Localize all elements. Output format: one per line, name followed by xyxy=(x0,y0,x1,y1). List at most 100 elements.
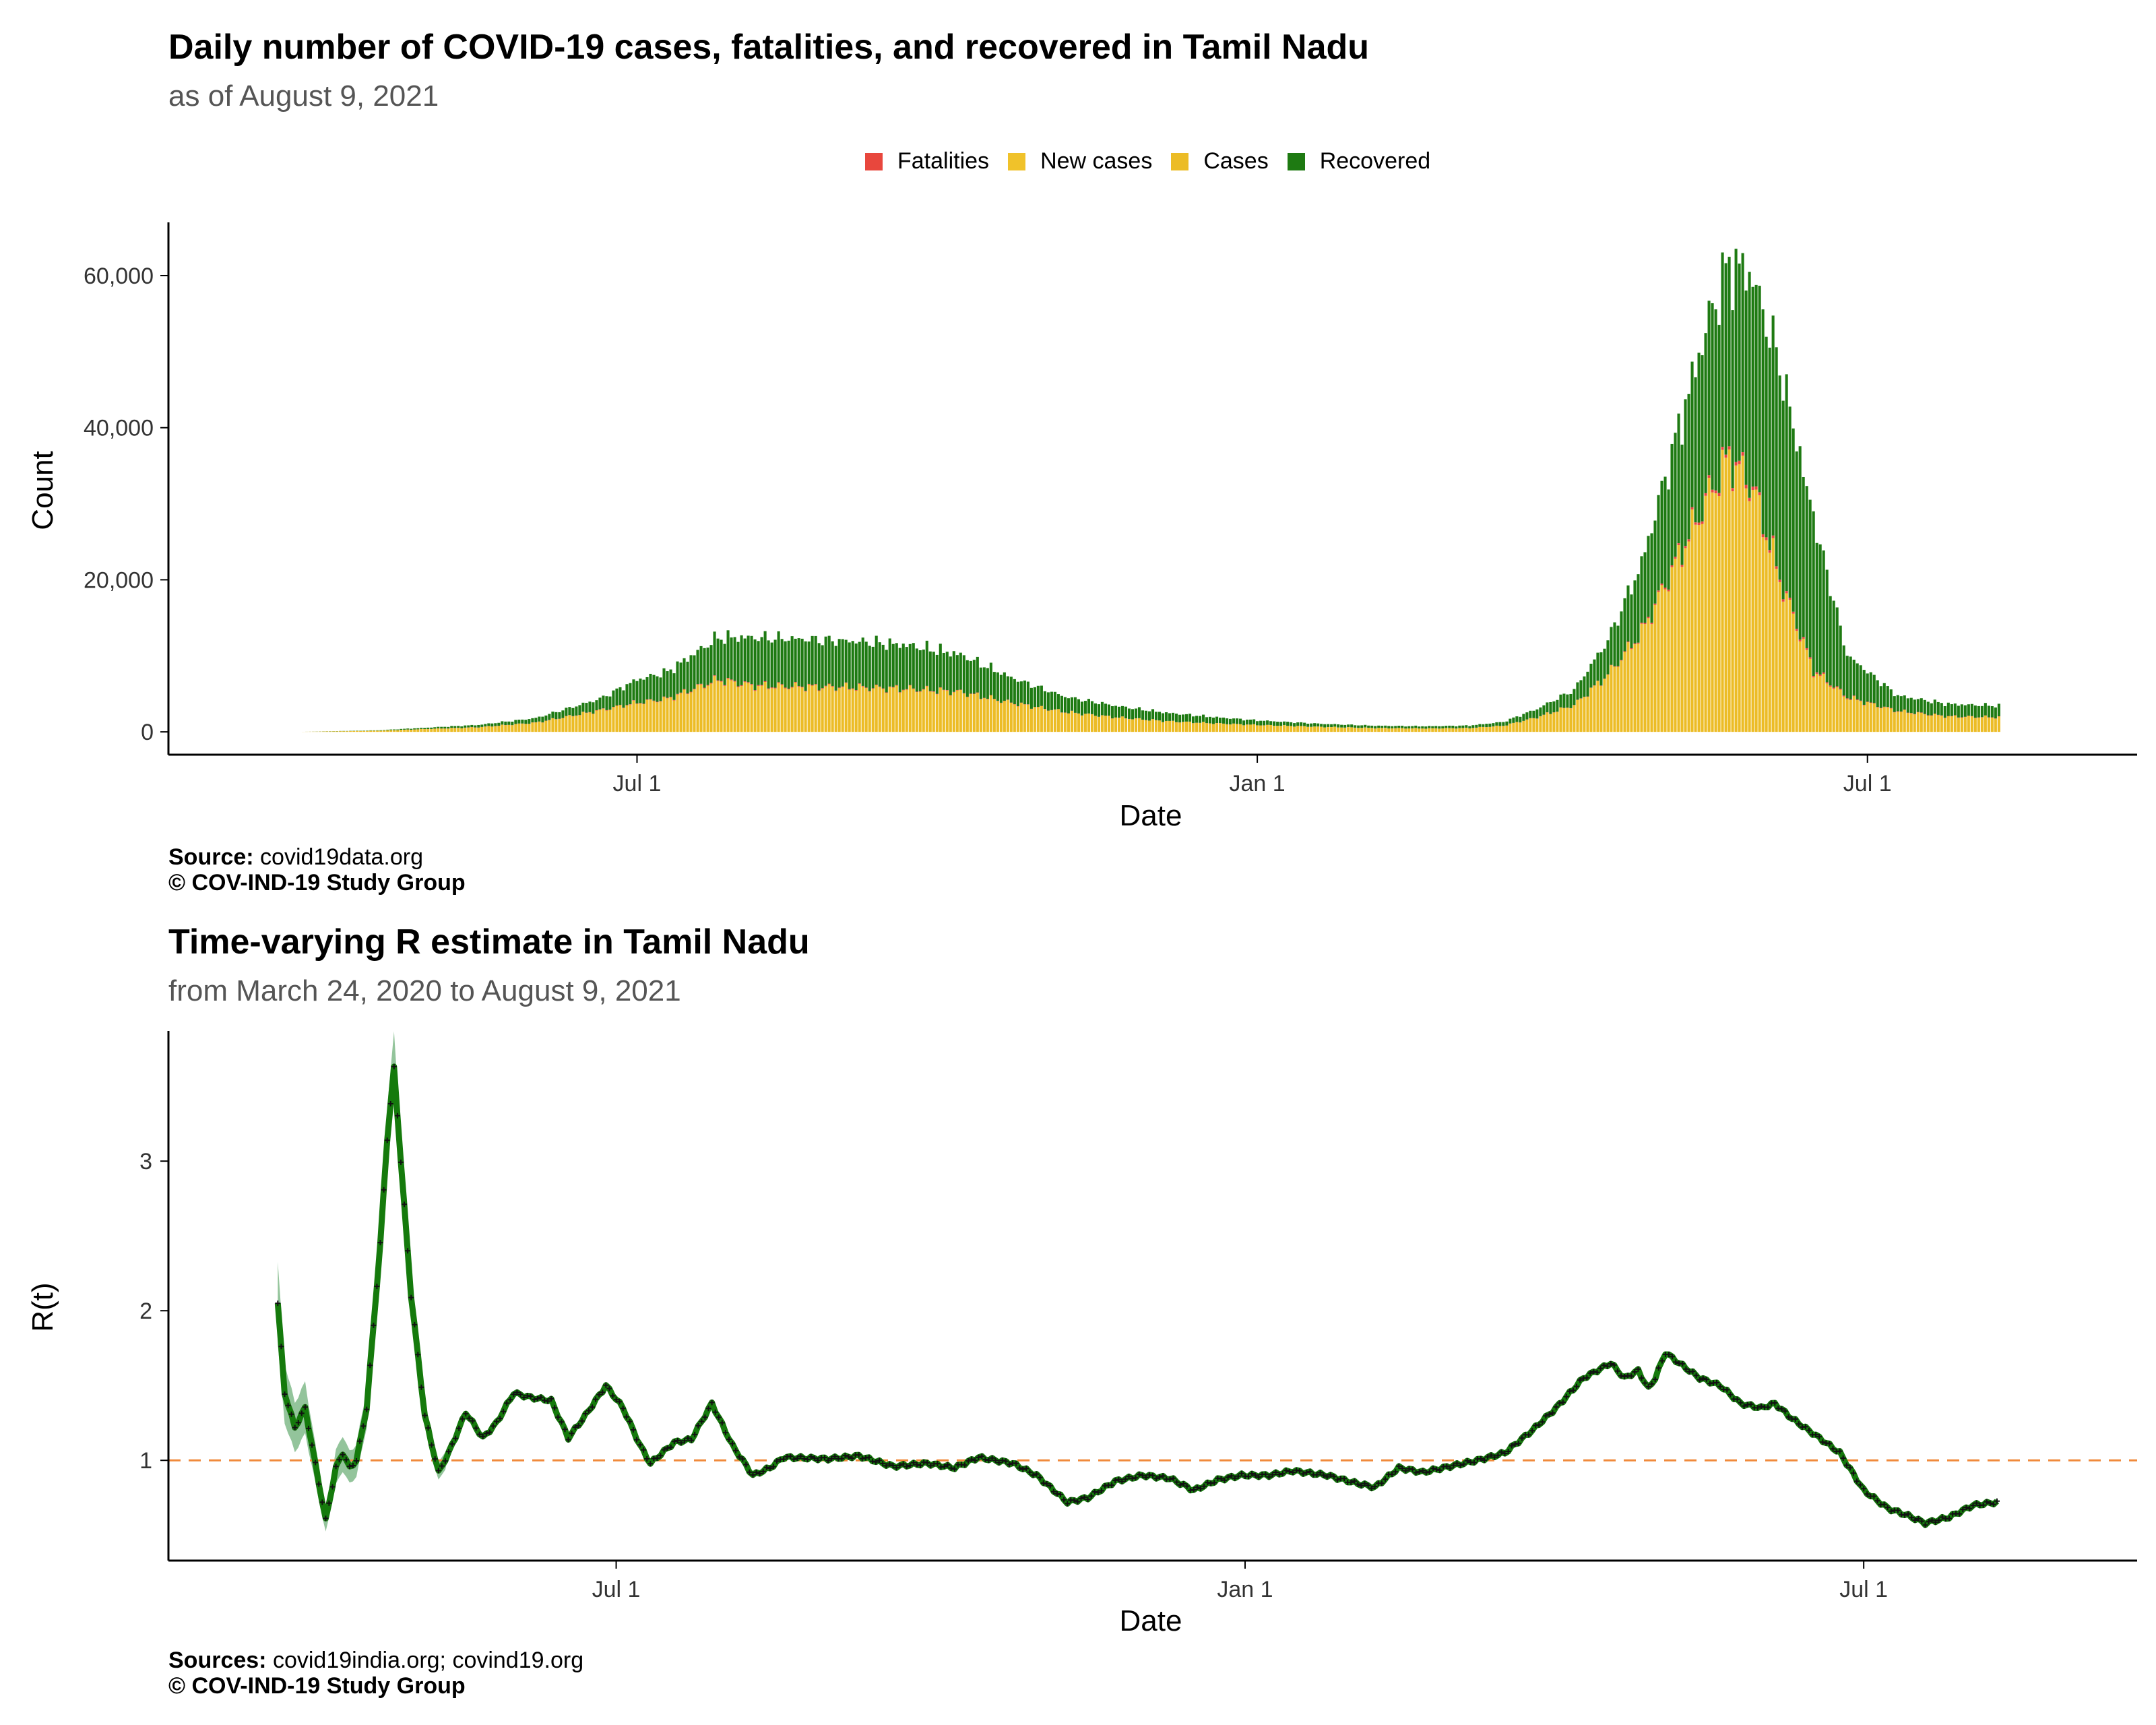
bar-cases xyxy=(1808,658,1812,732)
bar-cases xyxy=(403,729,406,732)
bar-recovered xyxy=(1046,692,1050,711)
bar-recovered xyxy=(423,728,426,729)
bar-recovered xyxy=(1923,699,1926,714)
bar-cases xyxy=(1751,490,1754,732)
bar-recovered xyxy=(1404,726,1407,729)
bar-cases xyxy=(1300,726,1303,732)
top-chart-title: Daily number of COVID-19 cases, fataliti… xyxy=(168,28,1370,67)
bar-recovered xyxy=(1013,679,1016,705)
bar-recovered xyxy=(1147,711,1151,721)
bar-recovered xyxy=(925,640,928,686)
bar-recovered xyxy=(1259,720,1263,726)
bar-cases xyxy=(1414,728,1418,732)
bar-cases xyxy=(797,687,800,732)
bar-cases xyxy=(1744,488,1748,732)
bar-recovered xyxy=(1889,689,1893,708)
bar-recovered xyxy=(777,631,780,683)
bar-cases xyxy=(1839,689,1842,732)
bar-fatalities xyxy=(817,690,821,691)
bar-recovered xyxy=(474,725,477,728)
bar-recovered xyxy=(1788,406,1792,598)
bar-fatalities xyxy=(1798,639,1802,641)
bar-fatalities xyxy=(821,688,824,689)
bottom-chart-source: Sources: covid19india.org; covind19.org xyxy=(168,1647,583,1674)
bar-recovered xyxy=(1519,716,1522,723)
bar-fatalities xyxy=(1744,484,1748,489)
bar-recovered xyxy=(1090,701,1093,714)
bar-recovered xyxy=(935,654,939,694)
bar-recovered xyxy=(1781,400,1785,600)
bar-cases xyxy=(474,727,477,732)
bar-fatalities xyxy=(1724,454,1727,458)
bar-recovered xyxy=(1424,726,1428,729)
bar-cases xyxy=(1360,728,1364,732)
bar-recovered xyxy=(928,651,932,691)
bar-recovered xyxy=(1906,698,1909,713)
bar-cases xyxy=(1502,726,1505,732)
bar-recovered xyxy=(1876,680,1879,708)
bar-recovered xyxy=(918,650,922,691)
bar-cases xyxy=(578,715,581,732)
bar-fatalities xyxy=(686,693,689,695)
bar-recovered xyxy=(1852,660,1856,696)
bar-cases xyxy=(1003,701,1006,732)
bar-recovered xyxy=(1411,726,1414,728)
bar-cases xyxy=(1835,687,1839,732)
bar-cases xyxy=(1445,728,1448,732)
bar-recovered xyxy=(1546,702,1549,713)
bar-recovered xyxy=(1667,489,1670,590)
top-x-tick-label: Jul 1 xyxy=(1843,771,1892,796)
bar-recovered xyxy=(1354,725,1357,728)
bar-cases xyxy=(1889,708,1893,732)
bar-recovered xyxy=(1407,726,1411,728)
bar-recovered xyxy=(1946,702,1950,716)
bar-cases xyxy=(1333,726,1337,732)
bar-cases xyxy=(1090,714,1093,732)
bar-recovered xyxy=(1984,703,1987,716)
bar-cases xyxy=(460,728,464,732)
bar-recovered xyxy=(1768,347,1771,551)
bar-cases xyxy=(804,691,807,732)
bar-cases xyxy=(1963,717,1967,732)
bar-cases xyxy=(494,726,497,732)
bar-recovered xyxy=(790,636,794,687)
bar-cases xyxy=(1829,687,1832,732)
bar-fatalities xyxy=(750,684,753,685)
bar-recovered xyxy=(1009,677,1013,703)
bar-recovered xyxy=(1694,377,1697,523)
bar-cases xyxy=(1330,727,1333,732)
bottom-chart-title: Time-varying R estimate in Tamil Nadu xyxy=(168,922,810,962)
bar-recovered xyxy=(625,684,629,705)
bar-recovered xyxy=(1300,722,1303,726)
bar-recovered xyxy=(871,646,875,689)
bar-recovered xyxy=(1542,705,1546,715)
bar-cases xyxy=(1717,496,1721,732)
bar-recovered xyxy=(1576,682,1579,700)
bar-fatalities xyxy=(1788,597,1792,600)
bar-cases xyxy=(571,716,575,732)
bar-cases xyxy=(696,685,699,732)
bar-cases xyxy=(811,685,814,732)
bar-recovered xyxy=(1239,718,1242,724)
bar-recovered xyxy=(534,718,538,722)
bottom-source-label: Sources: xyxy=(168,1648,267,1673)
bar-cases xyxy=(1515,722,1519,732)
bar-fatalities xyxy=(1738,460,1741,464)
bar-recovered xyxy=(1498,722,1502,726)
bar-fatalities xyxy=(689,691,693,693)
bar-fatalities xyxy=(969,693,972,694)
bar-cases xyxy=(612,707,615,732)
bar-fatalities xyxy=(1741,452,1744,456)
bar-cases xyxy=(1263,725,1266,732)
bar-fatalities xyxy=(1647,617,1650,619)
bar-recovered xyxy=(736,641,740,687)
bottom-chart-plot xyxy=(168,1031,2137,1532)
bar-cases xyxy=(1093,716,1097,732)
bar-cases xyxy=(538,722,541,732)
bar-cases xyxy=(784,688,787,732)
bar-recovered xyxy=(1920,698,1923,713)
bar-recovered xyxy=(1471,725,1475,728)
bar-fatalities xyxy=(922,689,925,690)
bar-recovered xyxy=(517,720,521,724)
